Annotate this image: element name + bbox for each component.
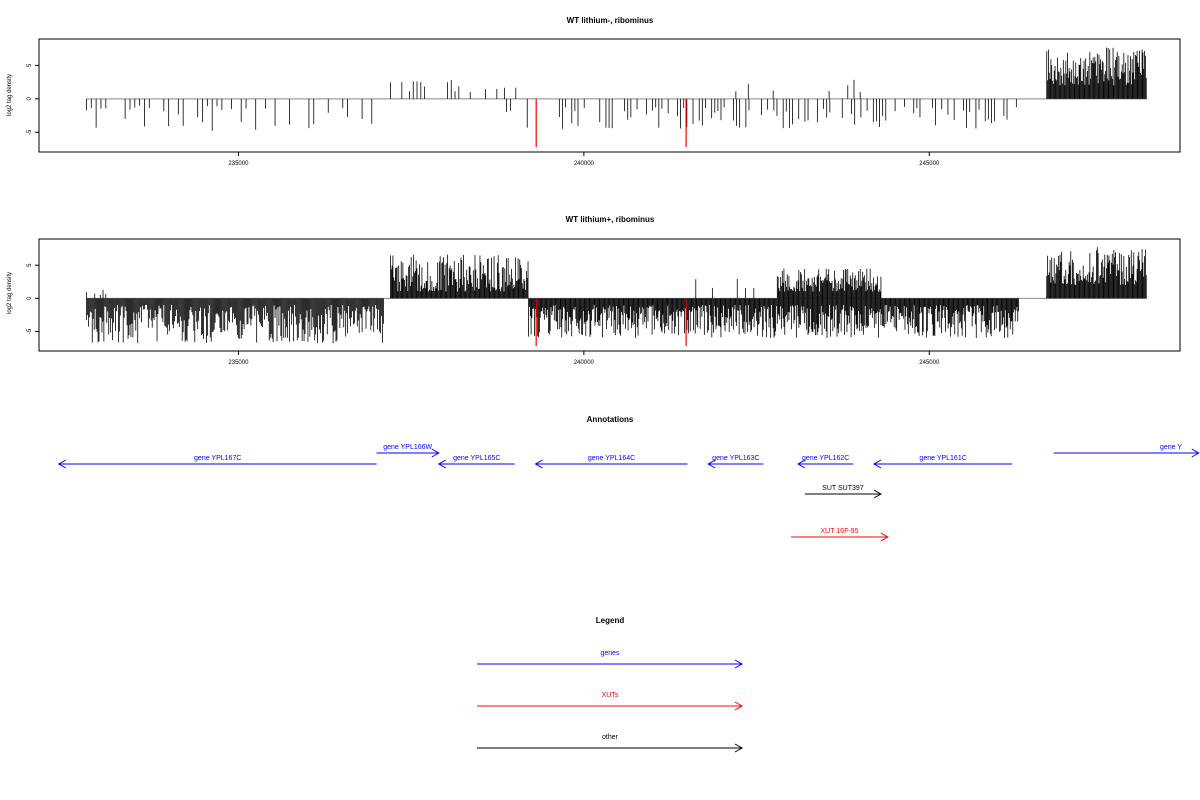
y-tick-label: -5 bbox=[27, 129, 33, 135]
feature-label: gene YPL166W bbox=[383, 444, 432, 451]
y-tick-label: 0 bbox=[27, 296, 33, 300]
y-tick-label: 5 bbox=[27, 263, 33, 267]
y-axis-label: log2 tag density bbox=[7, 74, 13, 116]
feature-label: gene YPL161C bbox=[919, 455, 966, 462]
legend-label: genes bbox=[600, 650, 620, 657]
arrowhead-left-icon bbox=[797, 459, 806, 469]
y-tick-label: 5 bbox=[27, 63, 33, 67]
feature-label: gene YPL163C bbox=[712, 455, 759, 462]
track-panel-lithium-minus: WT lithium-, ribominus log2 tag density … bbox=[7, 16, 1181, 167]
legend-title: Legend bbox=[596, 616, 625, 625]
x-tick-label: 235000 bbox=[228, 360, 249, 366]
arrowhead-left-icon bbox=[534, 459, 543, 469]
x-tick-label: 245000 bbox=[919, 360, 940, 366]
legend-label: other bbox=[602, 734, 619, 741]
y-tick-label: 0 bbox=[27, 97, 33, 101]
plot-frame bbox=[38, 38, 1181, 153]
arrowhead-right-icon bbox=[734, 659, 744, 669]
x-tick-label: 235000 bbox=[228, 161, 249, 167]
track-panel-lithium-plus: WT lithium+, ribominus log2 tag density … bbox=[7, 215, 1181, 366]
annotations-title: Annotations bbox=[587, 415, 634, 424]
plot-frame bbox=[38, 238, 1181, 352]
arrowhead-left-icon bbox=[437, 459, 447, 469]
arrowhead-left-icon bbox=[707, 459, 716, 469]
x-tick-label: 245000 bbox=[919, 161, 940, 167]
arrowhead-right-icon bbox=[873, 489, 882, 499]
arrowhead-right-icon bbox=[734, 701, 744, 711]
panel-title: WT lithium+, ribominus bbox=[566, 215, 655, 224]
feature-label: gene Y bbox=[1160, 444, 1182, 451]
arrowhead-right-icon bbox=[1191, 448, 1200, 458]
x-tick-label: 240000 bbox=[574, 161, 595, 167]
arrowhead-right-icon bbox=[734, 743, 744, 753]
legend: Legend genes XUTs other bbox=[477, 616, 744, 753]
arrowhead-right-icon bbox=[431, 448, 440, 458]
y-tick-label: -5 bbox=[27, 328, 33, 334]
feature-label: SUT SUT397 bbox=[822, 485, 864, 492]
feature-label: gene YPL167C bbox=[194, 455, 241, 462]
legend-label: XUTs bbox=[602, 692, 619, 699]
feature-label: gene YPL162C bbox=[802, 455, 849, 462]
feature-label: gene YPL165C bbox=[453, 455, 500, 462]
y-axis-label: log2 tag density bbox=[7, 272, 13, 314]
arrowhead-right-icon bbox=[880, 532, 889, 542]
feature-label: XUT 16F-95 bbox=[820, 528, 858, 535]
arrowhead-left-icon bbox=[873, 459, 882, 469]
x-tick-label: 240000 bbox=[574, 360, 595, 366]
arrowhead-left-icon bbox=[57, 459, 67, 469]
annotations-track: Annotations gene YPL167C gene YPL166W gene… bbox=[57, 415, 1200, 542]
panel-title: WT lithium-, ribominus bbox=[567, 16, 654, 25]
feature-label: gene YPL164C bbox=[588, 455, 635, 462]
